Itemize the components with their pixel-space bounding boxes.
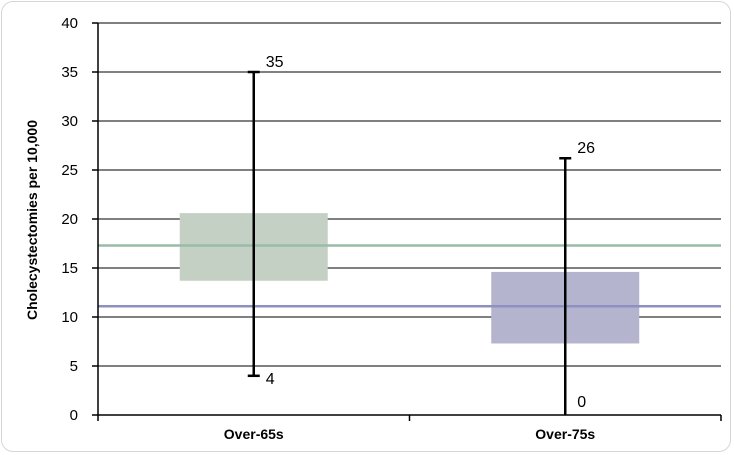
reference-lines (98, 244, 721, 308)
x-category-label: Over-65s (224, 426, 284, 442)
y-tick-label: 5 (70, 358, 78, 375)
data-labels: 35 4 26 0 (266, 54, 595, 411)
y-tick-label: 30 (61, 113, 78, 130)
y-axis-label: Cholecystectomies per 10,000 (24, 120, 40, 320)
data-label-max: 26 (577, 140, 595, 157)
axes (92, 22, 722, 421)
whiskers (247, 70, 572, 415)
y-tick-label: 35 (61, 64, 78, 81)
x-category-labels: Over-65s Over-75s (224, 426, 596, 442)
y-tick-label: 10 (61, 309, 78, 326)
y-tick-label: 25 (61, 162, 78, 179)
boxes (179, 213, 640, 344)
y-tick-label: 15 (61, 260, 78, 277)
data-label-max: 35 (266, 54, 284, 71)
x-category-label: Over-75s (535, 426, 595, 442)
y-tick-label: 20 (61, 211, 78, 228)
data-label-min: 0 (577, 394, 586, 411)
y-tick-labels: 0 5 10 15 20 25 30 35 40 (61, 15, 78, 424)
y-tick-label: 40 (61, 15, 78, 32)
y-tick-label: 0 (70, 407, 78, 424)
data-label-min: 4 (266, 371, 275, 388)
